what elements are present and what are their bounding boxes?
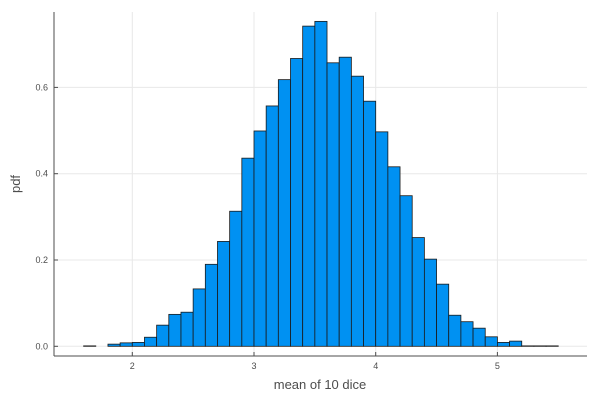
histogram-bar <box>156 324 170 347</box>
histogram-bar <box>119 342 133 347</box>
histogram-bar <box>338 56 352 347</box>
histogram-bar <box>472 327 486 347</box>
y-tick-label: 0.2 <box>35 255 48 265</box>
histogram-bars <box>83 20 559 347</box>
histogram-bar <box>277 79 291 347</box>
histogram-bar <box>350 75 364 347</box>
y-tick-label: 0.4 <box>35 169 48 179</box>
x-tick-label: 2 <box>130 361 135 371</box>
histogram-bar <box>107 343 121 347</box>
histogram-bar <box>314 20 328 347</box>
histogram-bar <box>131 342 145 347</box>
histogram-bar <box>229 210 243 347</box>
histogram-bar <box>168 313 182 347</box>
histogram-bar <box>363 100 377 347</box>
x-ticks: 2 3 4 5 <box>130 352 500 371</box>
histogram-bar <box>436 283 450 347</box>
histogram-bar <box>387 166 401 347</box>
axes <box>53 12 587 357</box>
histogram-bar <box>399 195 413 347</box>
histogram-bar <box>192 288 206 347</box>
histogram-bar <box>217 241 231 347</box>
histogram-bar <box>375 131 389 347</box>
y-ticks: 0.0 0.2 0.4 0.6 <box>35 82 58 351</box>
y-tick-label: 0.6 <box>35 82 48 92</box>
x-tick-label: 5 <box>495 361 500 371</box>
histogram-bar <box>204 263 218 347</box>
x-tick-label: 3 <box>251 361 256 371</box>
histogram-bar <box>253 130 267 347</box>
histogram-bar <box>509 340 523 347</box>
histogram-bar <box>144 336 158 347</box>
histogram-bar <box>484 336 498 347</box>
y-axis-label: pdf <box>8 175 23 193</box>
histogram-bar <box>448 314 462 347</box>
histogram-bar <box>411 237 425 347</box>
histogram-bar <box>496 342 510 347</box>
histogram-bar <box>180 311 194 347</box>
histogram-bar <box>460 321 474 347</box>
histogram-bar <box>423 258 437 347</box>
histogram-bar <box>265 105 279 347</box>
histogram-bar <box>241 157 255 347</box>
histogram-bar <box>326 62 340 347</box>
x-axis-label: mean of 10 dice <box>274 377 367 392</box>
y-tick-label: 0.0 <box>35 341 48 351</box>
x-tick-label: 4 <box>373 361 378 371</box>
histogram-bar <box>290 58 304 347</box>
histogram-bar <box>302 25 316 347</box>
